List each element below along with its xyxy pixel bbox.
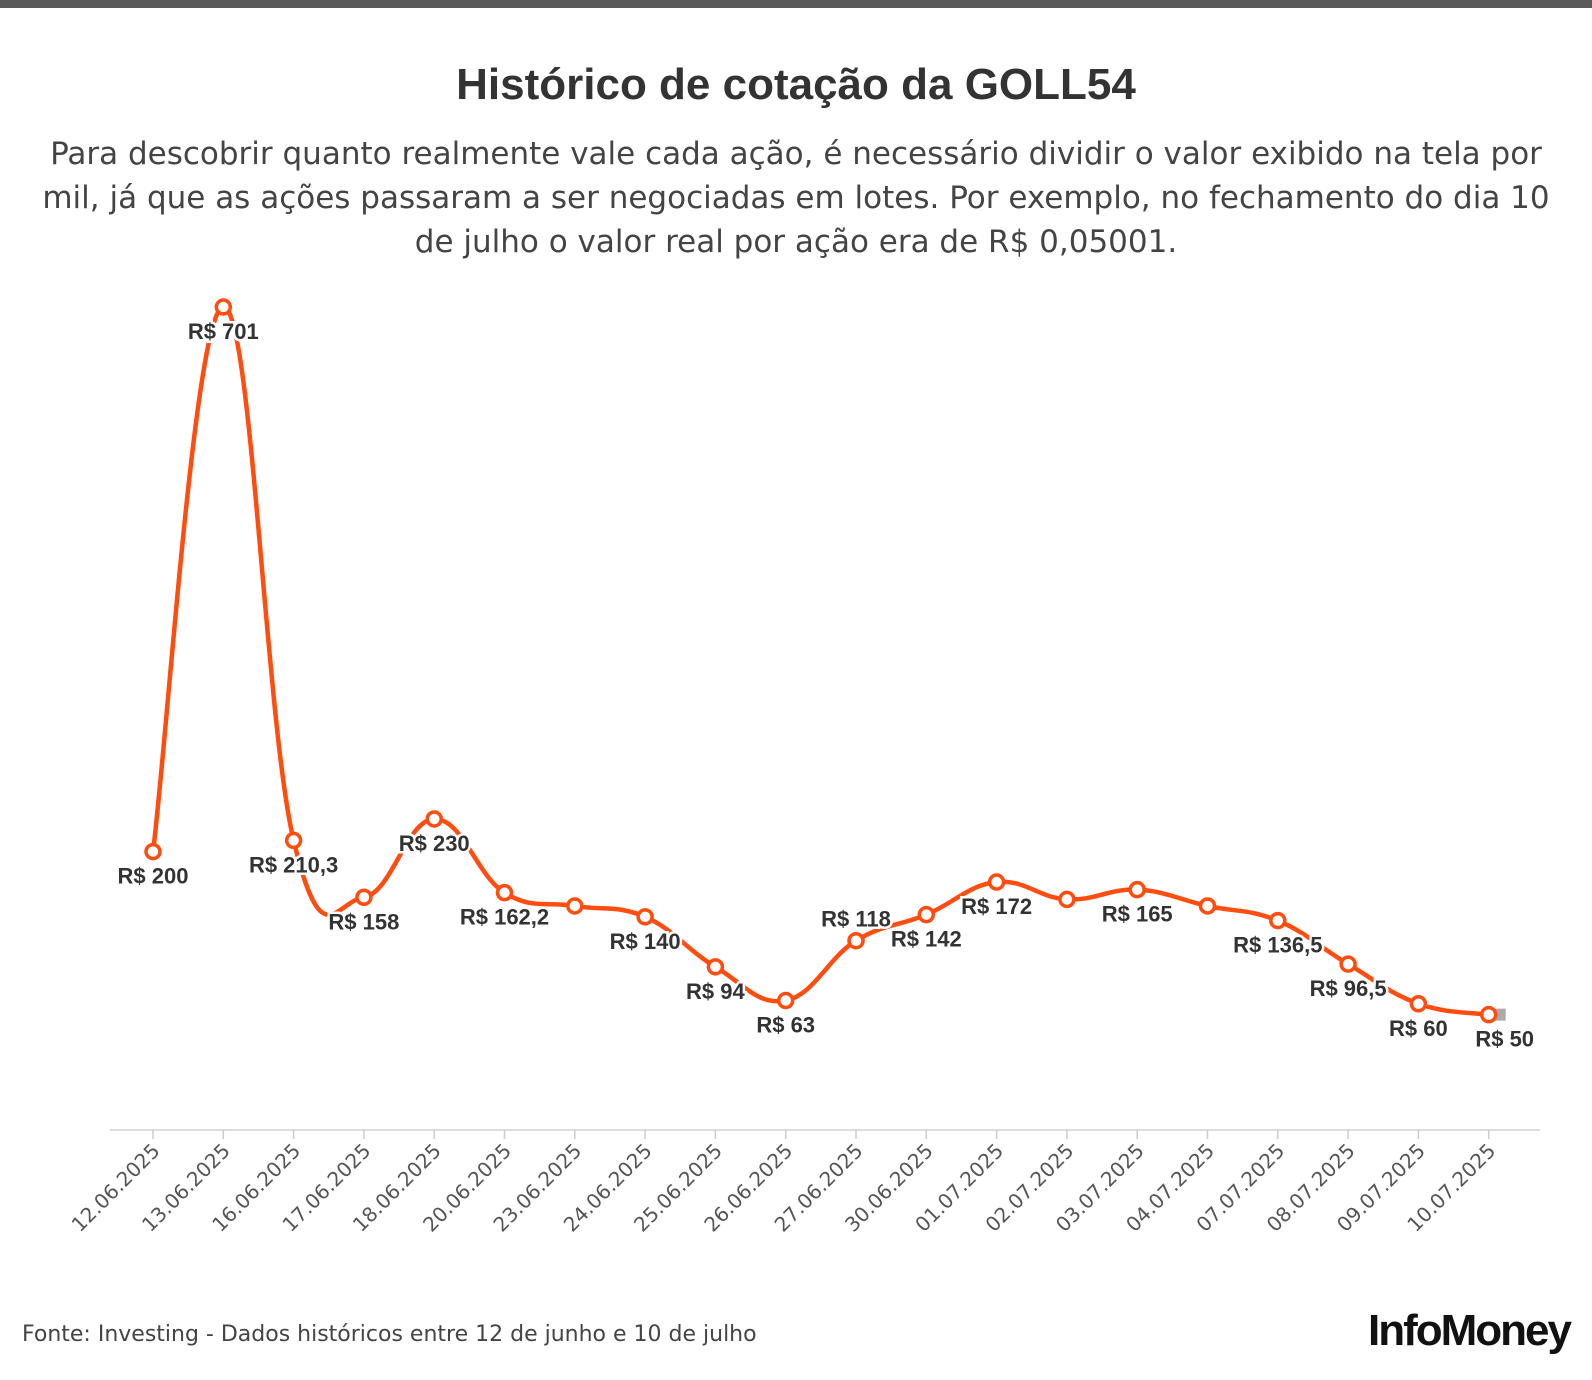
data-point xyxy=(636,908,654,926)
data-label: R$ 158 xyxy=(328,909,399,934)
data-point xyxy=(355,888,373,907)
data-point xyxy=(144,842,162,861)
data-label: R$ 142 xyxy=(891,927,962,952)
data-point xyxy=(495,883,514,902)
data-label: R$ 60 xyxy=(1389,1016,1448,1041)
chart-title: Histórico de cotação da GOLL54 xyxy=(456,60,1136,109)
data-point xyxy=(1128,880,1146,899)
data-point xyxy=(1058,890,1076,909)
data-label: R$ 200 xyxy=(118,864,189,889)
data-point xyxy=(284,831,303,850)
data-point xyxy=(1409,995,1428,1013)
data-label: R$ 96,5 xyxy=(1310,976,1387,1001)
data-point xyxy=(214,298,233,316)
data-label: R$ 172 xyxy=(961,894,1032,919)
data-point xyxy=(847,931,865,950)
data-point xyxy=(425,810,443,828)
chart-subtitle: Para descobrir quanto realmente vale cad… xyxy=(42,136,1550,260)
data-label: R$ 701 xyxy=(188,319,259,344)
source-note: Fonte: Investing - Dados históricos entr… xyxy=(22,1322,757,1347)
data-point xyxy=(776,991,795,1010)
data-point xyxy=(1479,1005,1498,1024)
data-point xyxy=(706,958,725,976)
infomoney-logo: InfoMoney xyxy=(1368,1306,1572,1355)
data-label: R$ 118 xyxy=(821,907,891,932)
data-point xyxy=(1198,897,1217,915)
data-point xyxy=(1269,911,1287,930)
data-label: R$ 165 xyxy=(1102,902,1173,927)
data-label: R$ 230 xyxy=(399,831,470,856)
data-point xyxy=(566,897,584,915)
data-label: R$ 140 xyxy=(610,929,681,954)
data-point xyxy=(1339,955,1357,973)
data-label: R$ 210,3 xyxy=(249,852,338,877)
top-bar xyxy=(0,0,1592,8)
line-chart: 12.06.202513.06.202516.06.202517.06.2025… xyxy=(67,298,1540,1237)
series-end-marker xyxy=(1494,1008,1506,1021)
data-label: R$ 162,2 xyxy=(460,905,549,930)
data-point xyxy=(987,873,1006,891)
data-label: R$ 136,5 xyxy=(1233,933,1322,958)
data-label: R$ 94 xyxy=(686,979,745,1004)
data-label: R$ 50 xyxy=(1475,1027,1534,1052)
data-point xyxy=(917,905,936,924)
data-label: R$ 63 xyxy=(756,1013,815,1038)
